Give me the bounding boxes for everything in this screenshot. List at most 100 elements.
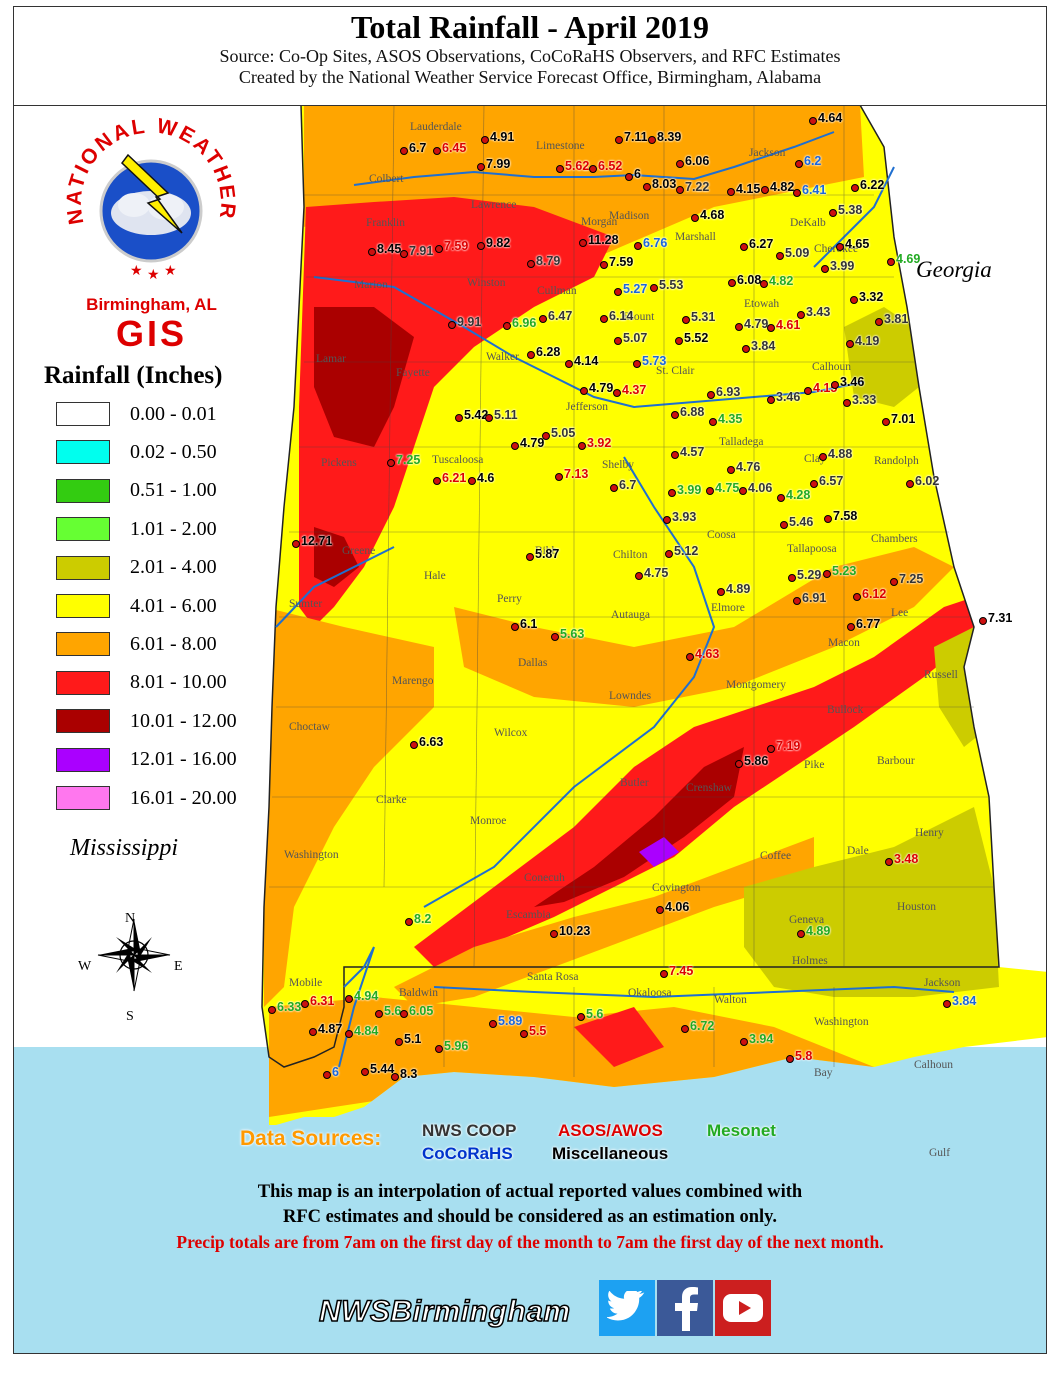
observation-dot bbox=[555, 473, 563, 481]
observation-value: 5.89 bbox=[498, 1014, 523, 1028]
county-label: Covington bbox=[652, 882, 701, 894]
observation-value: 6.06 bbox=[685, 154, 710, 168]
observation-value: 4.89 bbox=[806, 924, 831, 938]
observation-dot bbox=[843, 399, 851, 407]
observation-dot bbox=[742, 345, 750, 353]
legend-label: 6.01 - 8.00 bbox=[130, 632, 217, 655]
observation-value: 6.45 bbox=[442, 141, 467, 155]
observation-dot bbox=[885, 858, 893, 866]
county-label: Marengo bbox=[392, 675, 434, 687]
observation-dot bbox=[648, 136, 656, 144]
observation-dot bbox=[485, 414, 493, 422]
observation-dot bbox=[527, 260, 535, 268]
county-label: Clarke bbox=[376, 794, 407, 806]
observation-value: 8.03 bbox=[652, 177, 677, 191]
facebook-icon[interactable] bbox=[657, 1280, 713, 1336]
county-label: Baldwin bbox=[399, 987, 438, 999]
county-label: Dale bbox=[847, 845, 869, 857]
observation-value: 5.27 bbox=[623, 282, 648, 296]
county-label: Marion bbox=[354, 279, 388, 291]
created-line: Created by the National Weather Service … bbox=[238, 67, 822, 87]
observation-dot bbox=[777, 494, 785, 502]
observation-value: 4.37 bbox=[622, 383, 647, 397]
observation-dot bbox=[433, 147, 441, 155]
observation-value: 6.08 bbox=[737, 273, 762, 287]
observation-dot bbox=[819, 453, 827, 461]
observation-dot bbox=[795, 160, 803, 168]
county-label: Lee bbox=[891, 607, 909, 619]
observation-dot bbox=[610, 484, 618, 492]
legend-label: 12.01 - 16.00 bbox=[130, 748, 237, 771]
observation-value: 6.02 bbox=[915, 474, 940, 488]
observation-dot bbox=[979, 617, 987, 625]
observation-value: 5.52 bbox=[684, 331, 709, 345]
county-label: Henry bbox=[915, 827, 944, 839]
observation-dot bbox=[686, 653, 694, 661]
observation-value: 5.5 bbox=[529, 1024, 547, 1038]
observation-value: 6.77 bbox=[856, 617, 881, 631]
observation-dot bbox=[477, 242, 485, 250]
observation-value: 5.12 bbox=[674, 544, 699, 558]
legend-swatch bbox=[56, 517, 110, 542]
twitter-icon[interactable] bbox=[599, 1280, 655, 1336]
observation-dot bbox=[943, 1000, 951, 1008]
observation-value: 5.11 bbox=[494, 408, 518, 422]
county-label: Tuscaloosa bbox=[432, 454, 484, 466]
county-label: Conecuh bbox=[524, 872, 565, 884]
observation-value: 7.59 bbox=[444, 239, 469, 253]
county-label: Dallas bbox=[518, 657, 548, 669]
observation-dot bbox=[707, 391, 715, 399]
observation-value: 4.57 bbox=[680, 445, 705, 459]
observation-value: 6.2 bbox=[804, 154, 822, 168]
county-label: Escambia bbox=[506, 909, 551, 921]
observation-dot bbox=[539, 315, 547, 323]
county-label: Choctaw bbox=[289, 721, 330, 733]
observation-value: 6.88 bbox=[680, 405, 705, 419]
observation-dot bbox=[511, 623, 519, 631]
observation-dot bbox=[823, 570, 831, 578]
county-label: Cullman bbox=[537, 285, 577, 297]
observation-value: 12.71 bbox=[301, 534, 333, 548]
observation-value: 5.86 bbox=[744, 754, 769, 768]
legend-item: 0.02 - 0.50 bbox=[56, 438, 217, 466]
observation-dot bbox=[345, 995, 353, 1003]
county-label: Etowah bbox=[744, 298, 780, 310]
legend-label: 0.51 - 1.00 bbox=[130, 479, 217, 502]
observation-dot bbox=[831, 381, 839, 389]
observation-value: 11.28 bbox=[588, 233, 619, 247]
observation-value: 3.94 bbox=[749, 1032, 774, 1046]
observation-value: 4.65 bbox=[845, 237, 870, 251]
compass-s: S bbox=[126, 1009, 134, 1024]
observation-value: 6.05 bbox=[409, 1004, 434, 1018]
observation-dot bbox=[614, 288, 622, 296]
observation-value: 5.44 bbox=[370, 1062, 395, 1076]
county-label: Russell bbox=[924, 669, 958, 681]
observation-dot bbox=[526, 553, 534, 561]
svg-text:★: ★ bbox=[164, 264, 177, 279]
observation-value: 6.41 bbox=[802, 183, 827, 197]
source-misc: Miscellaneous bbox=[552, 1144, 669, 1163]
observation-dot bbox=[776, 252, 784, 260]
legend-title: Rainfall (Inches) bbox=[44, 362, 223, 389]
county-label: Coosa bbox=[707, 529, 736, 541]
observation-value: 5.87 bbox=[535, 547, 560, 561]
county-label: Elmore bbox=[711, 602, 745, 614]
state-label-mississippi: Mississippi bbox=[70, 835, 179, 861]
county-label: Mobile bbox=[289, 977, 323, 989]
observation-value: 6.91 bbox=[802, 591, 827, 605]
observation-value: 3.43 bbox=[806, 305, 831, 319]
observation-dot bbox=[375, 1010, 383, 1018]
observation-value: 4.82 bbox=[770, 180, 795, 194]
observation-dot bbox=[836, 243, 844, 251]
legend-swatch bbox=[56, 478, 110, 503]
observation-dot bbox=[846, 340, 854, 348]
youtube-icon[interactable] bbox=[715, 1280, 771, 1336]
observation-dot bbox=[579, 239, 587, 247]
county-label: Madison bbox=[609, 210, 650, 222]
observation-dot bbox=[577, 1013, 585, 1021]
observation-dot bbox=[400, 1010, 408, 1018]
legend-label: 2.01 - 4.00 bbox=[130, 556, 217, 579]
observation-dot bbox=[477, 163, 485, 171]
legend-label: 8.01 - 10.00 bbox=[130, 671, 227, 694]
observation-value: 6.27 bbox=[749, 237, 774, 251]
